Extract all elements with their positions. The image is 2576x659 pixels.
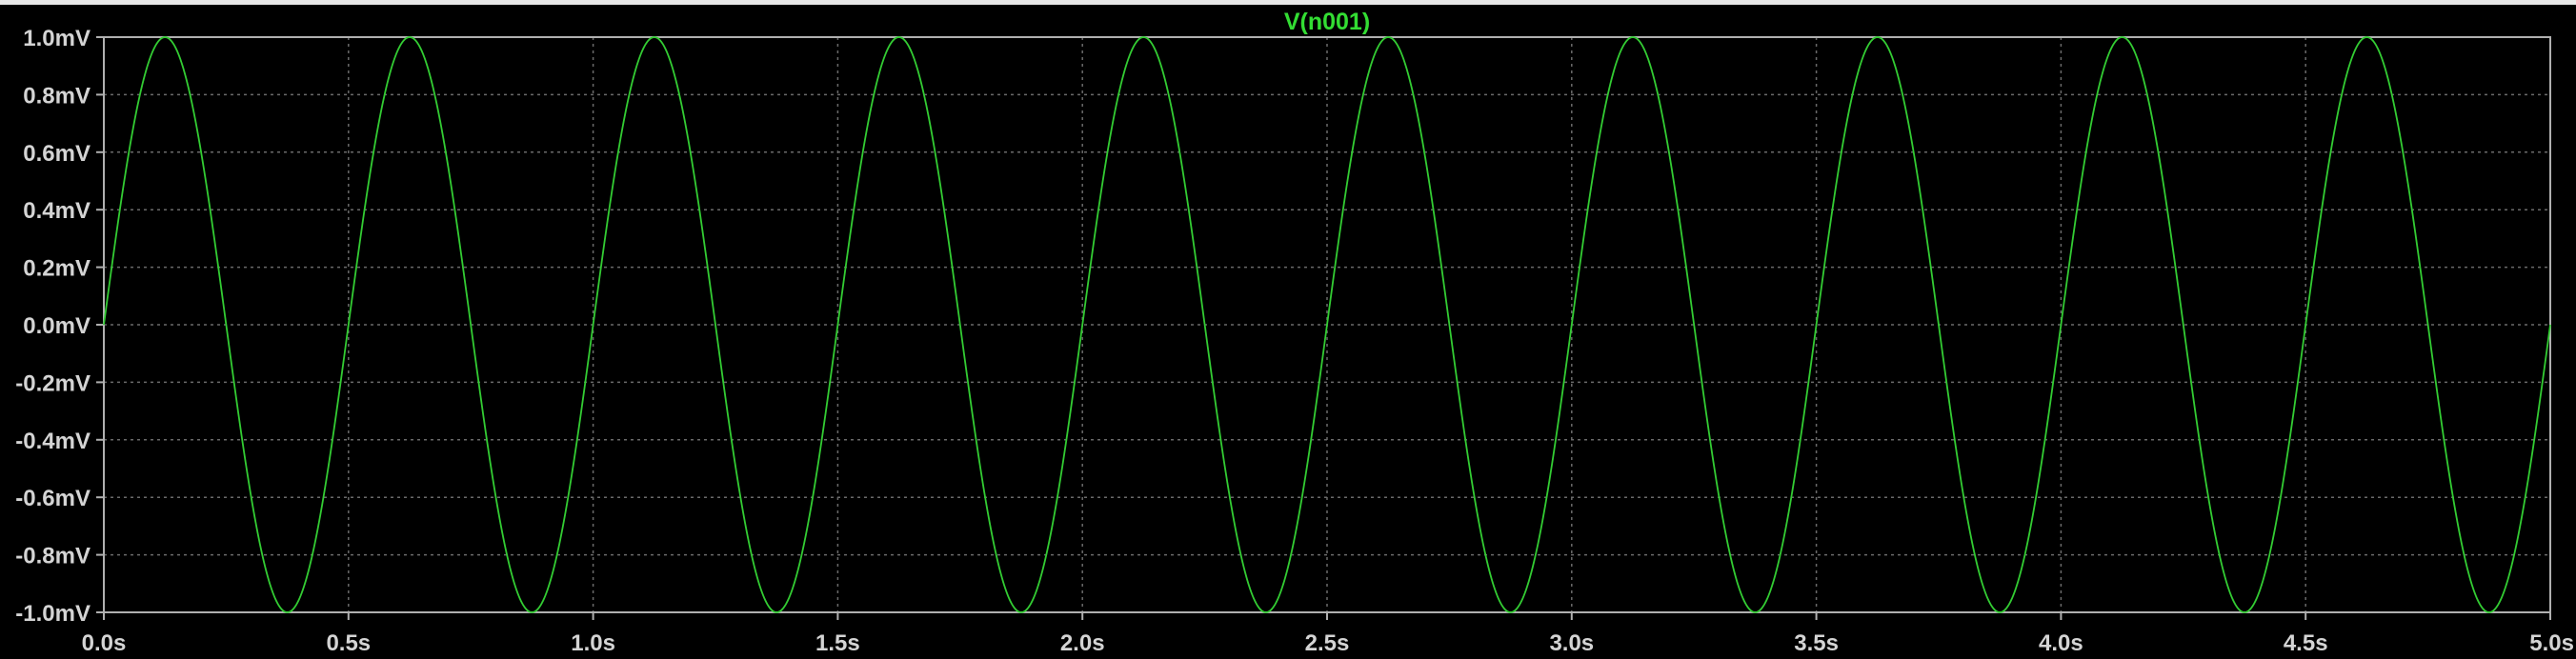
window-top-edge: [0, 0, 2576, 5]
y-tick-label: 0.8mV: [23, 83, 91, 109]
y-tick-label: 1.0mV: [23, 26, 91, 51]
x-tick-label: 0.0s: [82, 630, 127, 656]
y-tick-label: 0.4mV: [23, 198, 91, 224]
x-tick-label: 4.0s: [2039, 630, 2083, 656]
x-tick-label: 4.5s: [2284, 630, 2328, 656]
x-tick-label: 3.5s: [1794, 630, 1839, 656]
y-tick-label: -1.0mV: [15, 601, 91, 627]
y-tick-label: -0.8mV: [15, 544, 91, 569]
x-tick-label: 0.5s: [326, 630, 371, 656]
trace-title[interactable]: V(n001): [1284, 9, 1370, 35]
x-tick-label: 2.0s: [1060, 630, 1105, 656]
y-tick-label: 0.6mV: [23, 141, 91, 167]
x-tick-label: 1.5s: [815, 630, 860, 656]
y-tick-label: -0.4mV: [15, 429, 91, 454]
y-tick-label: -0.6mV: [15, 486, 91, 511]
trace-layer: [103, 36, 2551, 613]
x-tick-labels: 0.0s 0.5s 1.0s 1.5s 2.0s 2.5s 3.0s 3.5s 4.0s 4.5s…: [82, 630, 2574, 656]
plot-frame: [96, 36, 2551, 620]
x-tick-label: 2.5s: [1305, 630, 1350, 656]
x-tick-label: 1.0s: [571, 630, 615, 656]
y-tick-label: 0.0mV: [23, 313, 91, 339]
y-tick-label: 0.2mV: [23, 256, 91, 282]
y-tick-label: -0.2mV: [15, 370, 91, 396]
x-tick-label: 3.0s: [1549, 630, 1594, 656]
y-tick-labels: 1.0mV 0.8mV 0.6mV 0.4mV 0.2mV 0.0mV -0.2mV -0.4…: [15, 26, 91, 627]
trace-line: [103, 36, 2551, 613]
x-tick-label: 5.0s: [2529, 630, 2574, 656]
